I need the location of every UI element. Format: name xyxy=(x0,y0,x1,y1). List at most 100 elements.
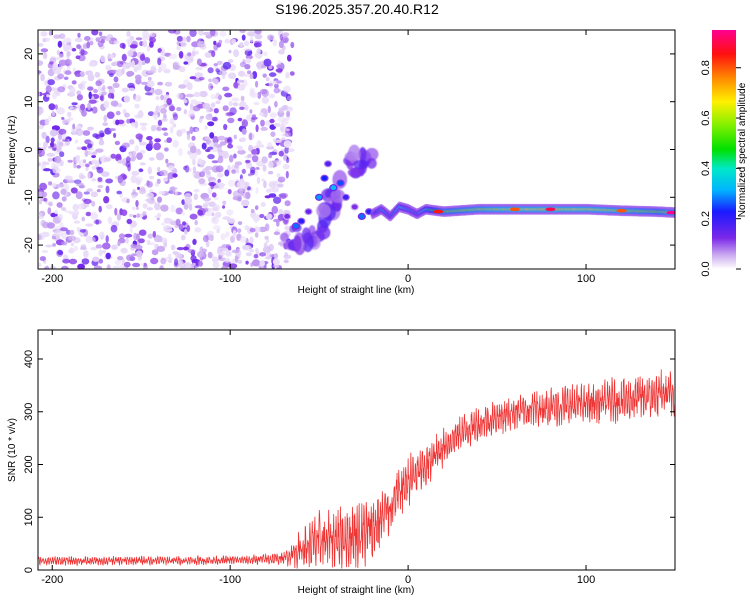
heatmap-noise-speckle xyxy=(195,128,199,132)
heatmap-noise-speckle xyxy=(158,63,167,71)
heatmap-noise-speckle xyxy=(91,159,98,165)
heatmap-noise-speckle xyxy=(107,92,114,99)
heatmap-noise-speckle xyxy=(146,181,153,188)
heatmap-noise-speckle xyxy=(246,31,256,37)
heatmap-noise-speckle xyxy=(142,211,147,216)
heatmap-noise-speckle xyxy=(131,206,136,211)
heatmap-noise-speckle xyxy=(273,87,280,94)
heatmap-noise-speckle xyxy=(189,126,194,134)
heatmap-noise-speckle xyxy=(62,258,70,264)
heatmap-noise-speckle xyxy=(280,123,285,127)
heatmap-noise-speckle xyxy=(88,61,97,67)
heatmap-noise-speckle xyxy=(222,61,232,70)
heatmap-noise-speckle xyxy=(119,42,125,49)
heatmap-noise-speckle xyxy=(91,237,96,243)
heatmap-noise-speckle xyxy=(239,30,246,34)
heatmap-noise-speckle xyxy=(174,190,178,196)
heatmap-noise-speckle xyxy=(88,71,92,77)
y-tick-label: 0 xyxy=(23,146,35,152)
heatmap-noise-speckle xyxy=(212,216,217,223)
heatmap-noise-speckle xyxy=(172,113,178,121)
heatmap-noise-speckle xyxy=(75,73,81,78)
heatmap-noise-speckle xyxy=(93,265,102,269)
heatmap-blob-halo xyxy=(344,151,360,161)
heatmap-noise-speckle xyxy=(46,152,55,157)
y-tick-label: 400 xyxy=(23,350,35,368)
heatmap-noise-speckle xyxy=(186,35,191,43)
heatmap-noise-speckle xyxy=(185,93,195,98)
heatmap-noise-speckle xyxy=(121,258,125,266)
heatmap-noise-speckle xyxy=(139,54,146,61)
heatmap-noise-speckle xyxy=(261,156,268,164)
heatmap-blob xyxy=(350,203,359,211)
heatmap-noise-speckle xyxy=(110,224,118,233)
x-tick-label: -200 xyxy=(41,574,63,586)
heatmap-noise-speckle xyxy=(39,256,46,262)
heatmap-noise-speckle xyxy=(38,60,44,66)
heatmap-noise-speckle xyxy=(254,168,258,177)
heatmap-noise-speckle xyxy=(105,37,111,42)
heatmap-noise-speckle xyxy=(218,94,222,101)
heatmap-noise-speckle xyxy=(228,263,238,269)
heatmap-noise-speckle xyxy=(198,30,204,36)
heatmap-noise-speckle xyxy=(163,217,171,224)
heatmap-noise-speckle xyxy=(51,110,55,116)
heatmap-noise-speckle xyxy=(56,107,65,115)
heatmap-noise-speckle xyxy=(47,79,55,86)
heatmap-noise-speckle xyxy=(38,147,42,155)
heatmap-noise-speckle xyxy=(127,50,134,57)
heatmap-noise-speckle xyxy=(191,259,198,263)
heatmap-noise-speckle xyxy=(191,50,196,57)
heatmap-noise-speckle xyxy=(109,53,115,59)
heatmap-noise-speckle xyxy=(249,73,254,80)
heatmap-noise-speckle xyxy=(81,258,90,265)
heatmap-noise-speckle xyxy=(110,100,119,107)
heatmap-noise-speckle xyxy=(169,126,174,134)
heatmap-noise-speckle xyxy=(182,221,187,226)
heatmap-noise-speckle xyxy=(126,198,130,204)
heatmap-noise-speckle xyxy=(79,50,88,56)
heatmap-noise-speckle xyxy=(213,40,217,46)
heatmap-noise-speckle xyxy=(142,203,148,209)
heatmap-noise-speckle xyxy=(264,195,271,199)
heatmap-noise-speckle xyxy=(134,120,139,129)
heatmap-noise-speckle xyxy=(195,66,203,71)
heatmap-noise-speckle xyxy=(176,106,182,112)
heatmap-noise-speckle xyxy=(139,150,146,154)
heatmap-noise-speckle xyxy=(228,217,236,225)
heatmap-noise-speckle xyxy=(155,96,160,101)
heatmap-noise-speckle xyxy=(241,128,247,135)
heatmap-noise-speckle xyxy=(44,118,49,126)
heatmap-blob-halo xyxy=(280,232,289,242)
heatmap-noise-speckle xyxy=(74,139,79,144)
heatmap-noise-speckle xyxy=(112,82,120,89)
heatmap-noise-speckle xyxy=(219,30,227,37)
heatmap-noise-speckle xyxy=(224,92,233,98)
colorbar-tick-label: 0.6 xyxy=(700,110,712,125)
heatmap-noise-speckle xyxy=(135,37,143,41)
heatmap-noise-speckle xyxy=(222,205,226,209)
heatmap-noise-speckle xyxy=(273,139,282,143)
heatmap-noise-speckle xyxy=(61,196,67,202)
heatmap-noise-speckle xyxy=(130,175,138,184)
heatmap-noise-speckle xyxy=(59,151,65,158)
y-tick-label: 10 xyxy=(23,96,35,108)
heatmap-noise-speckle xyxy=(38,91,41,97)
heatmap-noise-speckle xyxy=(253,226,261,233)
heatmap-noise-speckle xyxy=(131,253,137,257)
heatmap-noise-speckle xyxy=(255,80,259,88)
heatmap-noise-speckle xyxy=(102,85,106,92)
heatmap-noise-speckle xyxy=(241,34,246,41)
colorbar-tick-label: 0.2 xyxy=(700,211,712,226)
heatmap-noise-speckle xyxy=(38,262,42,268)
heatmap-noise-speckle xyxy=(133,232,138,241)
heatmap-noise-speckle xyxy=(221,265,229,269)
heatmap-noise-speckle xyxy=(254,248,259,253)
heatmap-noise-speckle xyxy=(196,58,202,66)
heatmap-noise-speckle xyxy=(127,39,131,48)
heatmap-noise-speckle xyxy=(212,204,220,212)
heatmap-noise-speckle xyxy=(146,207,154,211)
heatmap-noise-speckle xyxy=(51,125,61,131)
heatmap-noise-speckle xyxy=(157,119,163,126)
heatmap-noise-speckle xyxy=(114,259,122,266)
